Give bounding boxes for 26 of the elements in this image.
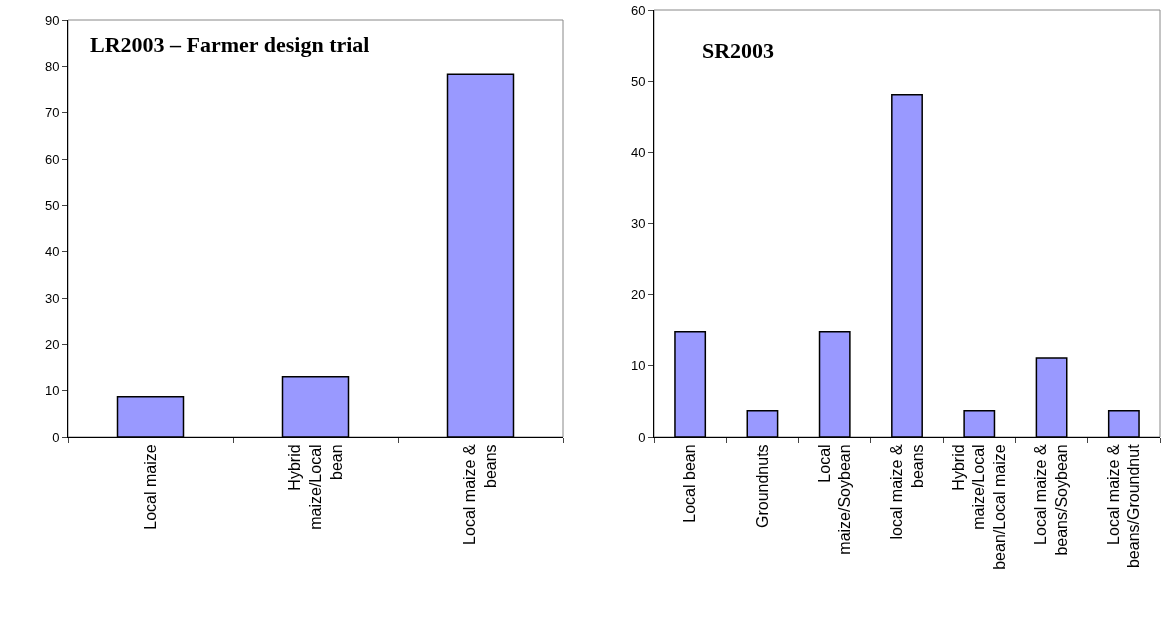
y-tick-label: 60 (630, 2, 646, 18)
y-tick-label: 40 (630, 144, 646, 160)
y-tick-label: 0 (52, 429, 60, 445)
y-tick-label: 50 (630, 73, 646, 89)
y-tick-label: 20 (630, 287, 646, 303)
x-tick-label: Local bean (681, 444, 699, 523)
y-tick-label: 40 (44, 244, 60, 260)
y-tick-label: 10 (630, 358, 646, 374)
y-tick-label: 60 (44, 151, 60, 167)
x-tick-label: Groundnuts (753, 444, 771, 529)
text: SR2003 (702, 38, 775, 63)
y-tick-label: 90 (44, 12, 60, 28)
y-tick-label: 70 (44, 105, 60, 121)
x-tick-label: local maize & beans (887, 444, 926, 540)
y-tick-label: 10 (44, 383, 60, 399)
y-tick-label: 0 (638, 429, 646, 445)
y-tick-label: 20 (44, 336, 60, 352)
y-tick-label: 30 (44, 290, 60, 306)
y-tick-label: 50 (44, 197, 60, 213)
text: LR2003 – Farmer design trial (90, 32, 370, 57)
x-tick-label: Local maize/Soybean (815, 444, 854, 555)
y-tick-label: 80 (44, 58, 60, 74)
y-tick-label: 30 (630, 216, 646, 232)
x-tick-label: Local maize & beans (461, 444, 500, 545)
x-tick-label: Local maize (141, 444, 159, 530)
x-tick-label: Hybrid maize/Local bean (285, 444, 345, 530)
